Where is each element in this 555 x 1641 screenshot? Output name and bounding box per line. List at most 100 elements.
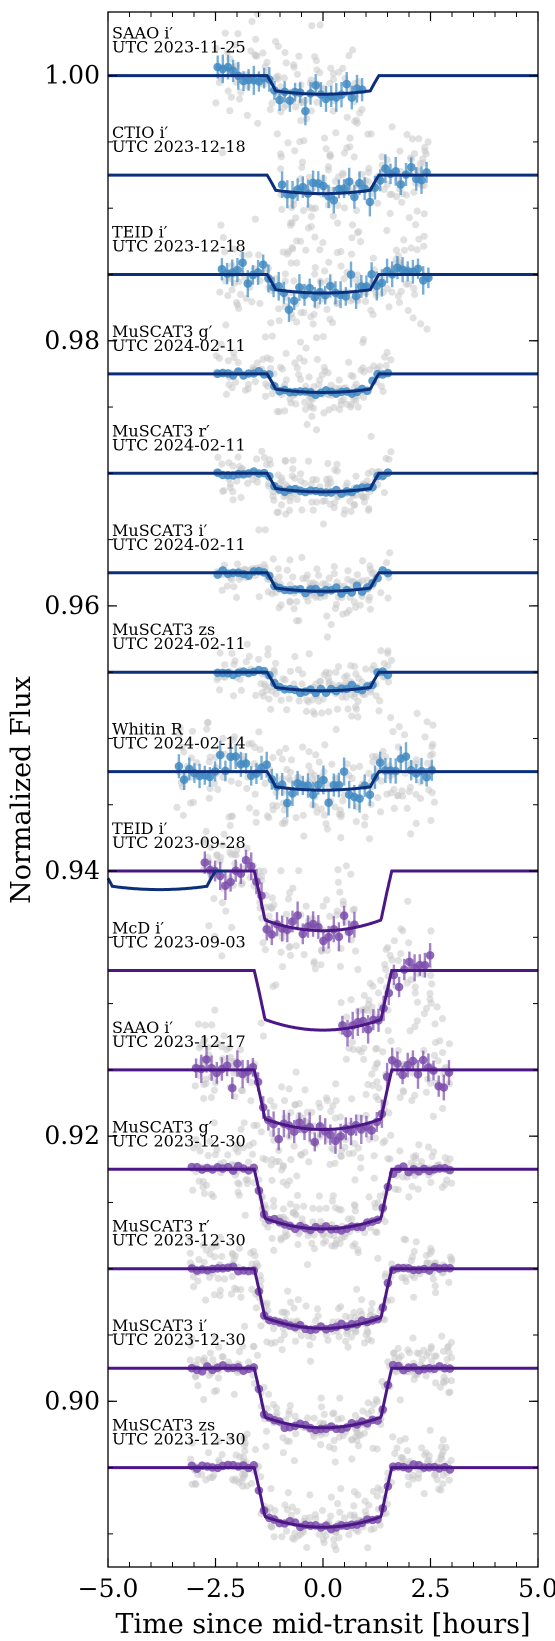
- raw-point: [220, 1275, 229, 1283]
- raw-point: [273, 130, 281, 138]
- raw-point: [298, 158, 307, 166]
- raw-point: [272, 981, 280, 989]
- raw-point: [352, 705, 360, 713]
- raw-point: [373, 1078, 381, 1086]
- raw-point: [412, 1238, 420, 1246]
- raw-point: [230, 349, 238, 357]
- raw-point: [270, 1202, 278, 1210]
- raw-point: [394, 956, 402, 965]
- raw-point: [432, 1039, 440, 1047]
- raw-point: [234, 1148, 242, 1156]
- raw-point: [313, 808, 321, 816]
- raw-point: [334, 219, 342, 227]
- raw-point: [278, 474, 286, 482]
- raw-point: [368, 1299, 376, 1307]
- raw-point: [292, 814, 300, 822]
- raw-point: [370, 1525, 378, 1533]
- raw-point: [439, 1480, 447, 1488]
- raw-point: [317, 961, 325, 969]
- raw-point: [211, 1239, 219, 1247]
- raw-point: [326, 315, 334, 323]
- raw-point: [433, 1476, 441, 1484]
- raw-point: [287, 1298, 295, 1306]
- raw-point: [307, 107, 315, 115]
- axis-ticks: 1.00 0.98 0.96 0.94 0.92 0.90 −5.0 −2.5 0.0 2.5 5.…: [44, 12, 555, 1603]
- raw-point: [369, 1444, 377, 1452]
- raw-point: [288, 472, 296, 480]
- raw-point: [301, 479, 309, 488]
- raw-point: [190, 1283, 198, 1291]
- raw-point: [328, 1197, 336, 1205]
- raw-point: [311, 965, 319, 973]
- raw-point: [333, 299, 341, 307]
- raw-point: [287, 1156, 295, 1164]
- raw-point: [344, 575, 352, 584]
- raw-point: [268, 1234, 276, 1243]
- extra-transit-model-curve: [106, 869, 229, 892]
- raw-point: [379, 1048, 387, 1056]
- raw-point: [179, 811, 187, 820]
- raw-point: [412, 221, 420, 229]
- raw-point: [365, 769, 373, 778]
- raw-point: [429, 1112, 437, 1120]
- raw-point: [309, 1204, 317, 1212]
- raw-point: [274, 565, 282, 573]
- raw-point: [323, 946, 331, 955]
- raw-point: [344, 567, 352, 575]
- raw-point: [357, 1154, 365, 1162]
- raw-point: [268, 1176, 276, 1184]
- raw-point: [277, 501, 286, 509]
- raw-point: [384, 1027, 392, 1035]
- raw-point: [219, 234, 227, 242]
- raw-point: [417, 320, 425, 328]
- raw-point: [306, 1341, 314, 1349]
- raw-point: [337, 1414, 346, 1422]
- raw-point: [180, 748, 188, 756]
- raw-point: [431, 1282, 439, 1290]
- raw-point: [343, 672, 351, 680]
- raw-point: [362, 665, 370, 673]
- raw-point: [206, 1349, 214, 1357]
- raw-point: [230, 1255, 238, 1263]
- raw-point: [282, 910, 290, 918]
- binned-point: [439, 1083, 449, 1092]
- raw-point: [337, 1206, 345, 1214]
- raw-point: [415, 1141, 423, 1149]
- raw-point: [293, 1507, 301, 1515]
- raw-point: [369, 758, 377, 766]
- raw-point: [227, 1290, 235, 1298]
- raw-point: [370, 1174, 378, 1182]
- raw-point: [227, 850, 235, 859]
- raw-point: [335, 1333, 343, 1341]
- raw-point: [315, 1192, 323, 1200]
- raw-point: [324, 166, 333, 174]
- raw-point: [259, 49, 267, 57]
- raw-point: [241, 1439, 249, 1447]
- raw-point: [248, 1150, 257, 1158]
- raw-point: [344, 705, 352, 713]
- raw-point: [360, 991, 368, 1000]
- raw-point: [371, 1203, 380, 1211]
- raw-point: [397, 950, 405, 958]
- raw-point: [239, 1342, 247, 1350]
- panel-label-instrument: MuSCAT3 g′: [112, 1117, 213, 1136]
- panel-label-instrument: SAAO i′: [112, 24, 173, 43]
- raw-point: [343, 1013, 351, 1021]
- raw-point: [293, 70, 301, 78]
- raw-point: [315, 697, 323, 705]
- raw-point: [286, 667, 295, 675]
- raw-point: [216, 288, 224, 296]
- raw-point: [353, 571, 361, 579]
- raw-point: [202, 1181, 211, 1189]
- raw-point: [205, 794, 213, 802]
- binned-point: [420, 960, 430, 970]
- raw-point: [422, 1251, 430, 1260]
- raw-point: [299, 811, 307, 820]
- raw-point: [226, 821, 234, 830]
- raw-point: [293, 495, 301, 503]
- panel-label-instrument: MuSCAT3 zs: [112, 620, 215, 639]
- raw-point: [349, 1149, 357, 1157]
- raw-point: [445, 1278, 453, 1286]
- raw-point: [241, 1322, 249, 1330]
- raw-point: [329, 1192, 337, 1200]
